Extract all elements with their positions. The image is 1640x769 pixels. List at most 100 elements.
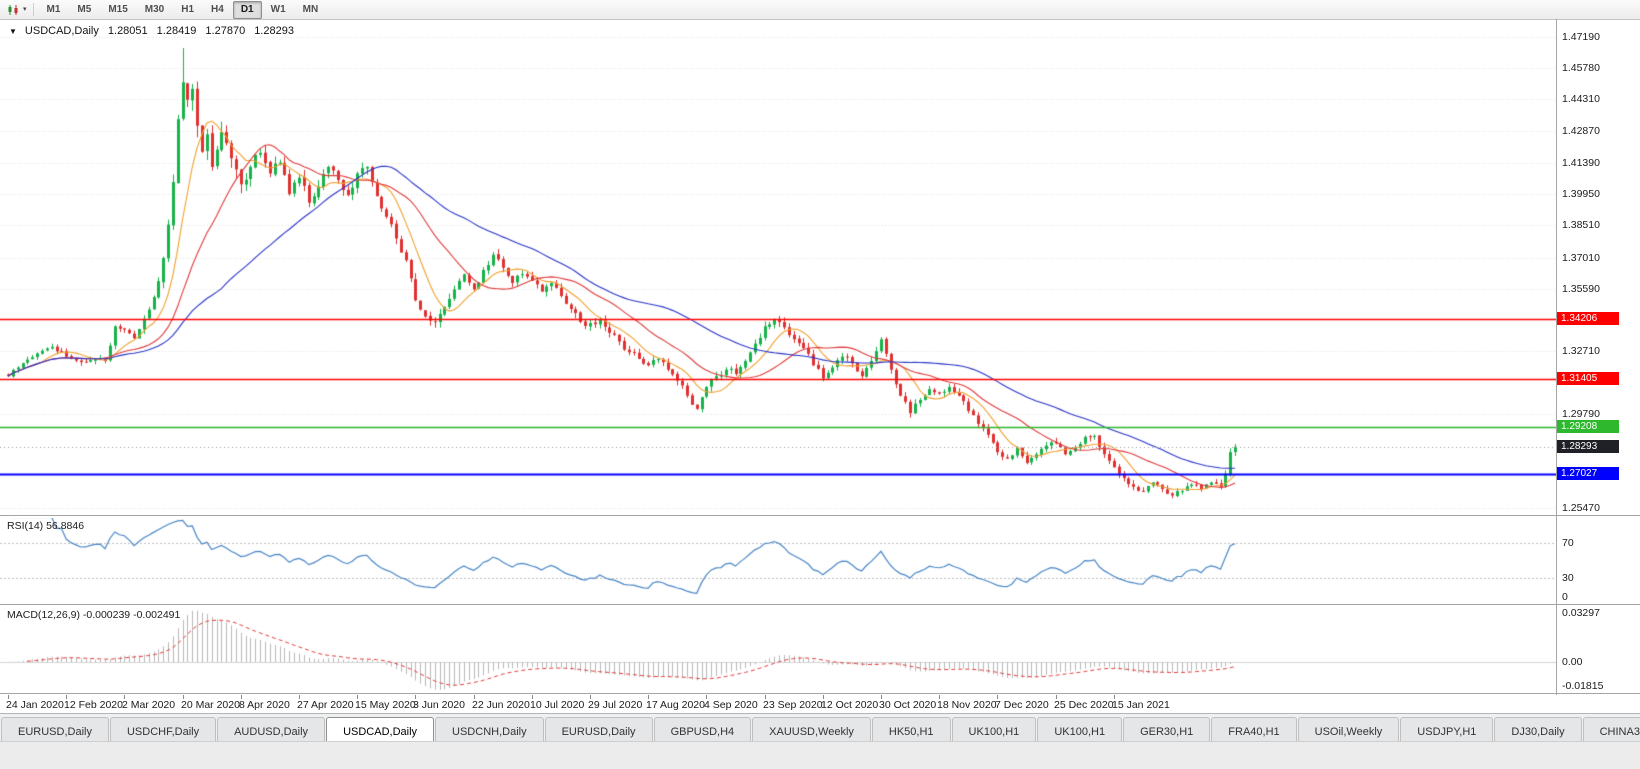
date-axis-label: 3 Jun 2020 <box>413 699 465 711</box>
price-axis-label: 1.42870 <box>1562 124 1600 137</box>
rsi-indicator-canvas[interactable] <box>0 517 1556 604</box>
hline-price-box: 1.31405 <box>1557 372 1619 386</box>
chart-tab-15-dj30-daily[interactable]: DJ30,Daily <box>1494 717 1582 745</box>
rsi-indicator-label: RSI(14) 56.8846 <box>7 520 85 532</box>
timeframe-button-m1[interactable]: M1 <box>46 3 61 15</box>
chart-tab-11-ger30-h1[interactable]: GER30,H1 <box>1123 717 1211 745</box>
chart-tab-9-uk100-h1[interactable]: UK100,H1 <box>951 717 1037 745</box>
date-axis-label: 8 Apr 2020 <box>239 699 290 711</box>
date-tick <box>881 695 882 699</box>
panel-separator[interactable] <box>0 604 1640 607</box>
chart-tab-16-china300-h1[interactable]: CHINA300,H1 <box>1582 717 1640 745</box>
chart-tab-5-eurusd-daily[interactable]: EURUSD,Daily <box>544 717 653 745</box>
date-axis-label: 30 Oct 2020 <box>879 699 937 711</box>
chart-tab-2-audusd-daily[interactable]: AUDUSD,Daily <box>217 717 326 745</box>
price-axis-label: 1.41390 <box>1562 156 1600 169</box>
timeframe-toolbar: ▾ M1 M5 M15 M30 H1 H4 D1 W1 MN <box>0 0 1640 20</box>
date-tick <box>241 695 242 699</box>
date-tick <box>939 695 940 699</box>
timeframe-buttons: M1 M5 M15 M30 H1 H4 D1 W1 MN <box>39 0 327 19</box>
ohlc-high: 1.28419 <box>156 25 197 37</box>
price-axis-label: 1.35590 <box>1562 282 1600 295</box>
price-axis-label: 1.47190 <box>1562 31 1600 43</box>
price-chart-canvas[interactable] <box>0 19 1556 515</box>
date-tick <box>66 695 67 699</box>
date-tick <box>997 695 998 699</box>
toolbar-separator <box>32 3 34 16</box>
timeframe-button-w1[interactable]: W1 <box>270 3 286 15</box>
chart-tab-6-gbpusd-h4[interactable]: GBPUSD,H4 <box>653 717 752 745</box>
price-axis-label: 1.44310 <box>1562 93 1600 106</box>
panel-separator[interactable] <box>0 515 1640 518</box>
timeframe-button-m30[interactable]: M30 <box>144 3 165 15</box>
chart-tab-8-hk50-h1[interactable]: HK50,H1 <box>871 717 951 745</box>
chart-tab-3-usdcad-daily[interactable]: USDCAD,Daily <box>326 717 435 745</box>
date-axis-label: 29 Jul 2020 <box>588 699 643 711</box>
date-axis-label: 10 Jul 2020 <box>530 699 585 711</box>
chart-tab-14-usdjpy-h1[interactable]: USDJPY,H1 <box>1400 717 1494 745</box>
hline-price-box: 1.34206 <box>1557 311 1619 325</box>
ohlc-open: 1.28051 <box>107 25 148 37</box>
ohlc-close: 1.28293 <box>254 25 294 37</box>
date-axis-label: 25 Dec 2020 <box>1054 699 1114 711</box>
date-tick <box>648 695 649 699</box>
chart-tab-4-usdcnh-daily[interactable]: USDCNH,Daily <box>435 717 544 745</box>
date-axis-label: 2 Mar 2020 <box>122 699 176 711</box>
macd-axis-label: 0.03297 <box>1562 607 1600 619</box>
date-tick <box>415 695 416 699</box>
date-axis-label: 15 Jan 2021 <box>1112 699 1170 711</box>
date-tick <box>823 695 824 699</box>
date-axis-label: 12 Oct 2020 <box>821 699 879 711</box>
dropdown-caret-icon: ▾ <box>23 5 27 13</box>
macd-indicator-canvas[interactable] <box>0 606 1556 693</box>
chart-tab-7-xauusd-weekly[interactable]: XAUUSD,Weekly <box>752 717 871 745</box>
bid-price-box: 1.28293 <box>1557 439 1619 453</box>
timeframe-button-m15[interactable]: M15 <box>108 3 128 15</box>
date-tick <box>474 695 475 699</box>
price-axis-label: 1.29790 <box>1562 408 1600 421</box>
chart-type-icon[interactable]: ▾ <box>3 2 31 18</box>
chart-tab-10-uk100-h1[interactable]: UK100,H1 <box>1037 717 1123 745</box>
timeframe-button-d1[interactable]: D1 <box>232 0 262 19</box>
rsi-axis-label: 30 <box>1562 571 1574 584</box>
price-axis-label: 1.37010 <box>1562 251 1600 264</box>
panel-separator[interactable] <box>0 693 1640 696</box>
rsi-axis-label: 70 <box>1562 537 1574 550</box>
date-tick <box>590 695 591 699</box>
collapse-triangle-icon[interactable]: ▼ <box>9 26 17 36</box>
rsi-axis-label: 0 <box>1562 591 1568 603</box>
date-tick <box>765 695 766 699</box>
date-axis[interactable]: 24 Jan 2020 12 Feb 2020 2 Mar 2020 20 Mar 2… <box>0 695 1640 713</box>
price-axis-border <box>1556 19 1557 695</box>
timeframe-button-h4[interactable]: H4 <box>211 3 224 15</box>
date-axis-label: 15 May 2020 <box>355 699 416 711</box>
chart-tab-13-usoil-weekly[interactable]: USOil,Weekly <box>1297 717 1400 745</box>
macd-indicator-label: MACD(12,26,9) -0.000239 -0.002491 <box>7 609 181 621</box>
timeframe-button-m5[interactable]: M5 <box>77 3 92 15</box>
timeframe-button-mn[interactable]: MN <box>302 3 319 15</box>
date-tick <box>183 695 184 699</box>
macd-axis-label: -0.01815 <box>1562 680 1604 692</box>
candlestick-chart-icon <box>8 4 18 15</box>
date-tick <box>8 695 9 699</box>
date-axis-label: 17 Aug 2020 <box>646 699 705 711</box>
date-tick <box>299 695 300 699</box>
ohlc-low: 1.27870 <box>205 25 246 37</box>
date-axis-label: 7 Dec 2020 <box>995 699 1049 711</box>
date-axis-label: 24 Jan 2020 <box>6 699 64 711</box>
date-axis-label: 23 Sep 2020 <box>763 699 823 711</box>
chart-tab-12-fra40-h1[interactable]: FRA40,H1 <box>1211 717 1297 745</box>
date-axis-label: 20 Mar 2020 <box>181 699 240 711</box>
price-axis-label: 1.38510 <box>1562 219 1600 232</box>
price-axis-label: 1.32710 <box>1562 345 1600 358</box>
macd-axis-label: 0.00 <box>1562 656 1583 669</box>
timeframe-button-h1[interactable]: H1 <box>181 3 195 15</box>
date-tick <box>1114 695 1115 699</box>
date-axis-label: 18 Nov 2020 <box>937 699 997 711</box>
chart-tab-1-usdchf-daily[interactable]: USDCHF,Daily <box>109 717 217 745</box>
chart-tab-0-eurusd-daily[interactable]: EURUSD,Daily <box>1 717 109 745</box>
date-tick <box>532 695 533 699</box>
window-footer <box>0 741 1640 769</box>
date-tick <box>706 695 707 699</box>
